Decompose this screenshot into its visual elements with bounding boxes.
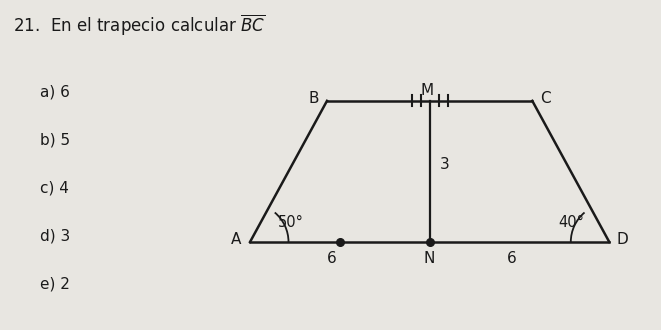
Text: B: B <box>309 91 319 106</box>
Text: M: M <box>420 83 434 98</box>
Text: c) 4: c) 4 <box>40 181 69 196</box>
Text: e) 2: e) 2 <box>40 276 69 291</box>
Text: 50°: 50° <box>278 215 304 230</box>
Text: A: A <box>231 232 241 247</box>
Text: D: D <box>617 232 629 247</box>
Text: C: C <box>540 91 551 106</box>
Text: N: N <box>424 251 436 266</box>
Text: 21.  En el trapecio calcular $\overline{BC}$: 21. En el trapecio calcular $\overline{B… <box>13 13 266 38</box>
Text: 3: 3 <box>440 157 449 172</box>
Text: 6: 6 <box>507 251 517 266</box>
Text: b) 5: b) 5 <box>40 133 70 148</box>
Text: 6: 6 <box>327 251 337 266</box>
Text: a) 6: a) 6 <box>40 85 69 100</box>
Text: d) 3: d) 3 <box>40 228 70 244</box>
Text: 40°: 40° <box>558 215 584 230</box>
